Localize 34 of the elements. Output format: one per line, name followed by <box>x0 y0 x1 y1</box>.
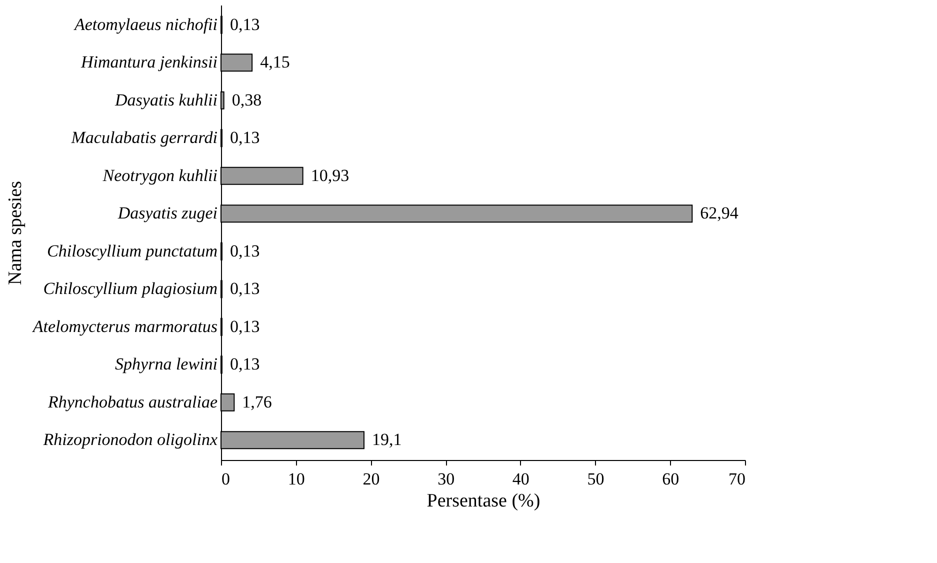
x-tick-label: 10 <box>288 470 305 488</box>
y-tick-label: Maculabatis gerrardi <box>70 128 218 148</box>
y-tick-label: Aetomylaeus nichofii <box>73 14 218 34</box>
data-label: 0,38 <box>232 90 262 110</box>
y-axis-title: Nama spesies <box>4 181 26 285</box>
data-label: 10,93 <box>310 166 350 185</box>
x-tick-label: 60 <box>662 470 680 488</box>
y-tick-label: Atelomycterus marmoratus <box>32 316 218 336</box>
y-tick-label: Chiloscyllium plagiosium <box>43 279 218 298</box>
data-label: 62,94 <box>700 204 739 223</box>
x-tick-label: 0 <box>222 470 230 488</box>
y-tick-label: Chiloscyllium punctatum <box>47 241 218 260</box>
data-label: 0,13 <box>230 354 260 374</box>
y-tick-label: Rhynchobatus australiae <box>46 392 218 412</box>
x-tick-label: 40 <box>512 470 530 488</box>
data-label: 0,13 <box>230 316 260 336</box>
data-label: 4,15 <box>260 52 290 72</box>
data-label: 1,76 <box>242 392 272 412</box>
data-label: 19,1 <box>372 430 402 450</box>
x-axis-title: Persentase (%) <box>426 490 540 512</box>
data-label: 0,13 <box>230 241 260 260</box>
y-tick-label: Neotrygon kuhlii <box>102 166 218 185</box>
data-label: 0,13 <box>230 14 260 34</box>
y-tick-label: Dasyatis kuhlii <box>114 90 218 110</box>
y-tick-label: Sphyrna lewini <box>115 354 218 374</box>
data-label: 0,13 <box>230 279 260 298</box>
x-tick-label: 20 <box>362 470 380 488</box>
y-tick-label: Dasyatis zugei <box>116 204 218 223</box>
y-tick-label: Himantura jenkinsii <box>80 52 218 72</box>
data-label: 0,13 <box>230 128 260 148</box>
x-tick-label: 70 <box>728 470 746 488</box>
y-tick-label: Rhizoprionodon oligolinx <box>42 430 218 450</box>
x-tick-label: 30 <box>438 470 455 488</box>
x-tick-label: 50 <box>587 470 604 488</box>
